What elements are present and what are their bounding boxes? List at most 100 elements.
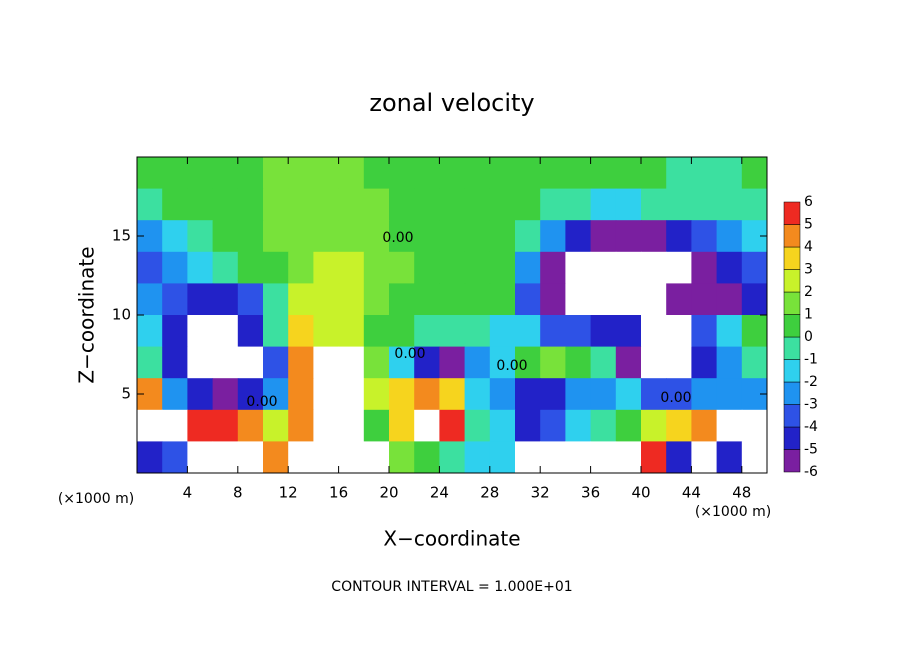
heat-cell bbox=[716, 283, 743, 316]
heat-cell bbox=[288, 220, 314, 253]
heat-cell bbox=[666, 346, 692, 379]
heat-cell bbox=[691, 188, 718, 221]
heat-cell bbox=[716, 315, 743, 348]
footer-note: CONTOUR INTERVAL = 1.000E+01 bbox=[331, 579, 572, 595]
heat-cell bbox=[515, 346, 541, 379]
heat-cell bbox=[389, 251, 415, 284]
heat-cell bbox=[313, 409, 340, 442]
heat-cell bbox=[716, 188, 743, 221]
heat-cell bbox=[389, 157, 415, 190]
heat-cell bbox=[414, 441, 440, 474]
colorbar-swatch bbox=[783, 246, 801, 270]
heat-cell bbox=[288, 188, 314, 221]
heat-cell bbox=[464, 346, 491, 379]
heat-cell bbox=[363, 283, 390, 316]
heat-cell bbox=[615, 315, 642, 348]
heat-cell bbox=[313, 157, 340, 190]
heat-cell bbox=[489, 441, 516, 474]
heat-cell bbox=[212, 188, 239, 221]
heat-cell bbox=[389, 378, 415, 411]
colorbar-swatch bbox=[783, 404, 801, 428]
heat-cell bbox=[590, 220, 617, 253]
x-tick-label: 40 bbox=[631, 484, 650, 502]
heat-cell bbox=[439, 346, 466, 379]
heat-cell bbox=[237, 378, 264, 411]
heat-cell bbox=[691, 251, 718, 284]
heat-cell bbox=[137, 251, 163, 284]
heat-cell bbox=[288, 251, 314, 284]
heat-cell bbox=[666, 220, 692, 253]
heat-cell bbox=[565, 378, 592, 411]
heat-cell bbox=[439, 378, 466, 411]
heat-cell bbox=[489, 251, 516, 284]
y-tick-label: 10 bbox=[112, 306, 131, 324]
colorbar-label: -6 bbox=[804, 464, 818, 480]
heat-cell bbox=[540, 441, 566, 474]
heat-cell bbox=[389, 188, 415, 221]
heat-cell bbox=[237, 346, 264, 379]
x-tick-label: 44 bbox=[682, 484, 701, 502]
heat-cell bbox=[666, 378, 692, 411]
heat-cell bbox=[615, 188, 642, 221]
heat-cell bbox=[489, 346, 516, 379]
heat-cell bbox=[691, 441, 718, 474]
heat-cell bbox=[515, 315, 541, 348]
heat-cell bbox=[187, 157, 214, 190]
heat-cell bbox=[489, 409, 516, 442]
heat-cell bbox=[187, 251, 214, 284]
heat-cell bbox=[641, 251, 667, 284]
heat-cell bbox=[137, 409, 163, 442]
heat-cell bbox=[137, 283, 163, 316]
heat-cell bbox=[489, 283, 516, 316]
heat-cell bbox=[489, 188, 516, 221]
heat-cell bbox=[565, 157, 592, 190]
heat-cell bbox=[288, 157, 314, 190]
heat-cell bbox=[515, 441, 541, 474]
heat-cell bbox=[237, 441, 264, 474]
heat-cell bbox=[489, 157, 516, 190]
heat-cell bbox=[162, 315, 188, 348]
heat-cell bbox=[162, 378, 188, 411]
colorbar-label: -5 bbox=[804, 442, 818, 458]
heat-cell bbox=[237, 188, 264, 221]
heat-cell bbox=[464, 251, 491, 284]
heat-cell bbox=[439, 157, 466, 190]
heat-cell bbox=[641, 157, 667, 190]
heat-cell bbox=[540, 283, 566, 316]
heat-cell bbox=[540, 251, 566, 284]
heat-cell bbox=[615, 157, 642, 190]
heat-cell bbox=[439, 283, 466, 316]
heat-cell bbox=[666, 251, 692, 284]
heat-cell bbox=[313, 378, 340, 411]
contour-label: 0.00 bbox=[246, 394, 277, 410]
heat-cell bbox=[414, 409, 440, 442]
colorbar-swatch bbox=[783, 314, 801, 338]
contour-label: 0.00 bbox=[382, 230, 413, 246]
colorbar-swatch bbox=[783, 426, 801, 450]
heat-cell bbox=[162, 441, 188, 474]
y-tick-label: 5 bbox=[121, 385, 131, 403]
heat-cell bbox=[540, 346, 566, 379]
heat-cell bbox=[389, 220, 415, 253]
heat-cell bbox=[464, 409, 491, 442]
heat-cell bbox=[741, 441, 768, 474]
heat-cell bbox=[641, 346, 667, 379]
heat-cell bbox=[187, 409, 214, 442]
heat-cell bbox=[338, 157, 365, 190]
heat-cell bbox=[263, 157, 289, 190]
heat-cell bbox=[288, 441, 314, 474]
heat-cell bbox=[338, 220, 365, 253]
heat-cell bbox=[540, 315, 566, 348]
heat-cell bbox=[716, 157, 743, 190]
colorbar-label: 4 bbox=[804, 239, 813, 255]
heat-cell bbox=[137, 346, 163, 379]
heat-cell bbox=[162, 409, 188, 442]
heat-cell bbox=[389, 441, 415, 474]
heat-cell bbox=[363, 251, 390, 284]
heat-cell bbox=[489, 315, 516, 348]
heat-cell bbox=[464, 188, 491, 221]
heat-cell bbox=[363, 378, 390, 411]
x-tick-label: 16 bbox=[329, 484, 348, 502]
contour-label: 0.00 bbox=[394, 346, 425, 362]
